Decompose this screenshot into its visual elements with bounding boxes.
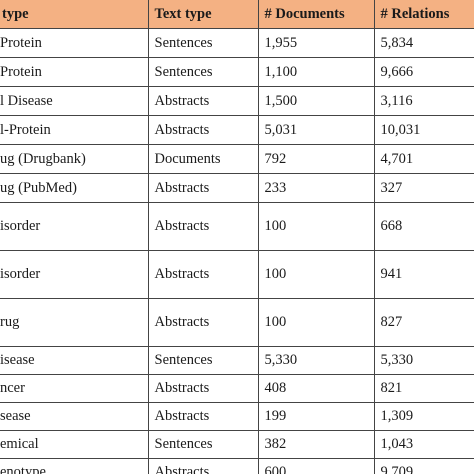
cell-documents: 100 xyxy=(257,202,375,251)
header-text-type: Text type xyxy=(147,0,259,29)
cell-task: enotype xyxy=(0,458,149,474)
table-row: ug (Drugbank) Documents 792 4,701 xyxy=(0,144,474,174)
table-row: ug (PubMed) Abstracts 233 327 xyxy=(0,173,474,203)
cell-relations: 4,701 xyxy=(373,144,474,174)
cell-text-type: Sentences xyxy=(147,430,259,459)
cell-task: isorder xyxy=(0,250,149,299)
cell-text-type: Abstracts xyxy=(147,115,259,145)
cell-documents: 100 xyxy=(257,250,375,299)
table-row: ncer Abstracts 408 821 xyxy=(0,374,474,403)
table-row: l-Protein Abstracts 5,031 10,031 xyxy=(0,115,474,145)
table-body: Protein Sentences 1,955 5,834 Protein Se… xyxy=(0,28,474,474)
table-row: Protein Sentences 1,100 9,666 xyxy=(0,57,474,87)
cell-relations: 668 xyxy=(373,202,474,251)
table-row: isorder Abstracts 100 668 xyxy=(0,202,474,251)
cell-relations: 941 xyxy=(373,250,474,299)
cell-relations: 9,709 xyxy=(373,458,474,474)
cell-task: Protein xyxy=(0,57,149,87)
cell-text-type: Sentences xyxy=(147,57,259,87)
cell-text-type: Sentences xyxy=(147,28,259,58)
cell-task: ug (PubMed) xyxy=(0,173,149,203)
cell-documents: 199 xyxy=(257,402,375,431)
cell-documents: 408 xyxy=(257,374,375,403)
cell-task: l Disease xyxy=(0,86,149,116)
cell-relations: 1,043 xyxy=(373,430,474,459)
cell-task: ug (Drugbank) xyxy=(0,144,149,174)
table-row: emical Sentences 382 1,043 xyxy=(0,430,474,459)
table-row: Protein Sentences 1,955 5,834 xyxy=(0,28,474,58)
cell-documents: 5,330 xyxy=(257,346,375,375)
table-row: l Disease Abstracts 1,500 3,116 xyxy=(0,86,474,116)
cell-text-type: Abstracts xyxy=(147,458,259,474)
cell-text-type: Abstracts xyxy=(147,402,259,431)
cell-documents: 600 xyxy=(257,458,375,474)
cell-text-type: Abstracts xyxy=(147,250,259,299)
cell-task: ncer xyxy=(0,374,149,403)
cell-documents: 792 xyxy=(257,144,375,174)
cell-text-type: Abstracts xyxy=(147,374,259,403)
cell-text-type: Abstracts xyxy=(147,298,259,347)
cell-documents: 233 xyxy=(257,173,375,203)
cell-task: sease xyxy=(0,402,149,431)
cell-task: l-Protein xyxy=(0,115,149,145)
cell-task: isease xyxy=(0,346,149,375)
header-relations: # Relations xyxy=(373,0,474,29)
table-header-row: type Text type # Documents # Relations xyxy=(0,0,474,29)
cell-relations: 327 xyxy=(373,173,474,203)
header-documents: # Documents xyxy=(257,0,375,29)
table-row: sease Abstracts 199 1,309 xyxy=(0,402,474,431)
cell-relations: 5,330 xyxy=(373,346,474,375)
cell-relations: 3,116 xyxy=(373,86,474,116)
cell-documents: 1,955 xyxy=(257,28,375,58)
cell-text-type: Abstracts xyxy=(147,202,259,251)
cell-relations: 827 xyxy=(373,298,474,347)
cell-relations: 821 xyxy=(373,374,474,403)
cell-text-type: Sentences xyxy=(147,346,259,375)
cell-documents: 100 xyxy=(257,298,375,347)
cell-task: Protein xyxy=(0,28,149,58)
cell-text-type: Documents xyxy=(147,144,259,174)
table-row: isorder Abstracts 100 941 xyxy=(0,250,474,299)
table-row: enotype Abstracts 600 9,709 xyxy=(0,458,474,474)
cell-task: emical xyxy=(0,430,149,459)
cell-documents: 1,500 xyxy=(257,86,375,116)
cell-text-type: Abstracts xyxy=(147,173,259,203)
cell-relations: 9,666 xyxy=(373,57,474,87)
cell-task: rug xyxy=(0,298,149,347)
cell-documents: 1,100 xyxy=(257,57,375,87)
cell-documents: 5,031 xyxy=(257,115,375,145)
cell-relations: 10,031 xyxy=(373,115,474,145)
cell-documents: 382 xyxy=(257,430,375,459)
cell-task: isorder xyxy=(0,202,149,251)
cell-text-type: Abstracts xyxy=(147,86,259,116)
table-row: rug Abstracts 100 827 xyxy=(0,298,474,347)
cell-relations: 5,834 xyxy=(373,28,474,58)
header-task-type: type xyxy=(0,0,149,29)
cell-relations: 1,309 xyxy=(373,402,474,431)
table-row: isease Sentences 5,330 5,330 xyxy=(0,346,474,375)
